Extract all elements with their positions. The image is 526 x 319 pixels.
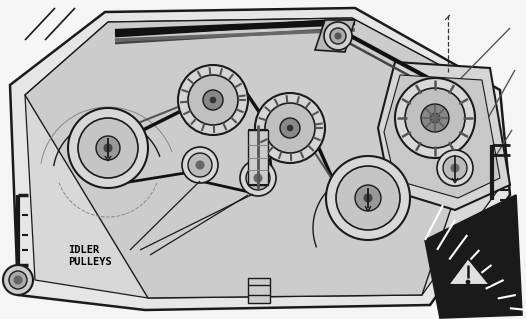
Polygon shape	[25, 18, 498, 298]
Circle shape	[280, 118, 300, 138]
Circle shape	[451, 164, 459, 172]
Circle shape	[178, 65, 248, 135]
Circle shape	[336, 166, 400, 230]
Polygon shape	[315, 20, 355, 52]
Circle shape	[240, 160, 276, 196]
Circle shape	[443, 156, 467, 180]
Circle shape	[437, 150, 473, 186]
Circle shape	[9, 271, 27, 289]
FancyBboxPatch shape	[248, 130, 268, 185]
Circle shape	[96, 136, 120, 160]
Circle shape	[355, 185, 381, 211]
Polygon shape	[10, 8, 510, 310]
Polygon shape	[448, 258, 490, 285]
Circle shape	[405, 88, 465, 148]
Polygon shape	[25, 18, 490, 298]
Polygon shape	[10, 8, 510, 310]
Circle shape	[287, 125, 293, 131]
Circle shape	[335, 33, 341, 39]
Polygon shape	[384, 75, 500, 198]
Circle shape	[265, 103, 315, 153]
Circle shape	[326, 156, 410, 240]
Circle shape	[395, 78, 475, 158]
Circle shape	[254, 174, 262, 182]
Polygon shape	[425, 195, 522, 318]
Text: IDLER
PULLEYS: IDLER PULLEYS	[68, 245, 112, 267]
FancyBboxPatch shape	[248, 278, 270, 303]
Circle shape	[188, 153, 212, 177]
Circle shape	[324, 22, 352, 50]
Circle shape	[182, 147, 218, 183]
Circle shape	[430, 113, 440, 123]
Circle shape	[78, 118, 138, 178]
Circle shape	[14, 276, 22, 284]
Circle shape	[210, 97, 216, 103]
Circle shape	[196, 161, 204, 169]
Circle shape	[466, 280, 470, 284]
Circle shape	[104, 144, 112, 152]
Circle shape	[68, 108, 148, 188]
Circle shape	[330, 28, 346, 44]
Circle shape	[255, 93, 325, 163]
Circle shape	[188, 75, 238, 125]
Circle shape	[203, 90, 223, 110]
Circle shape	[246, 166, 270, 190]
Circle shape	[364, 194, 372, 202]
Circle shape	[3, 265, 33, 295]
Polygon shape	[378, 62, 510, 210]
Circle shape	[421, 104, 449, 132]
